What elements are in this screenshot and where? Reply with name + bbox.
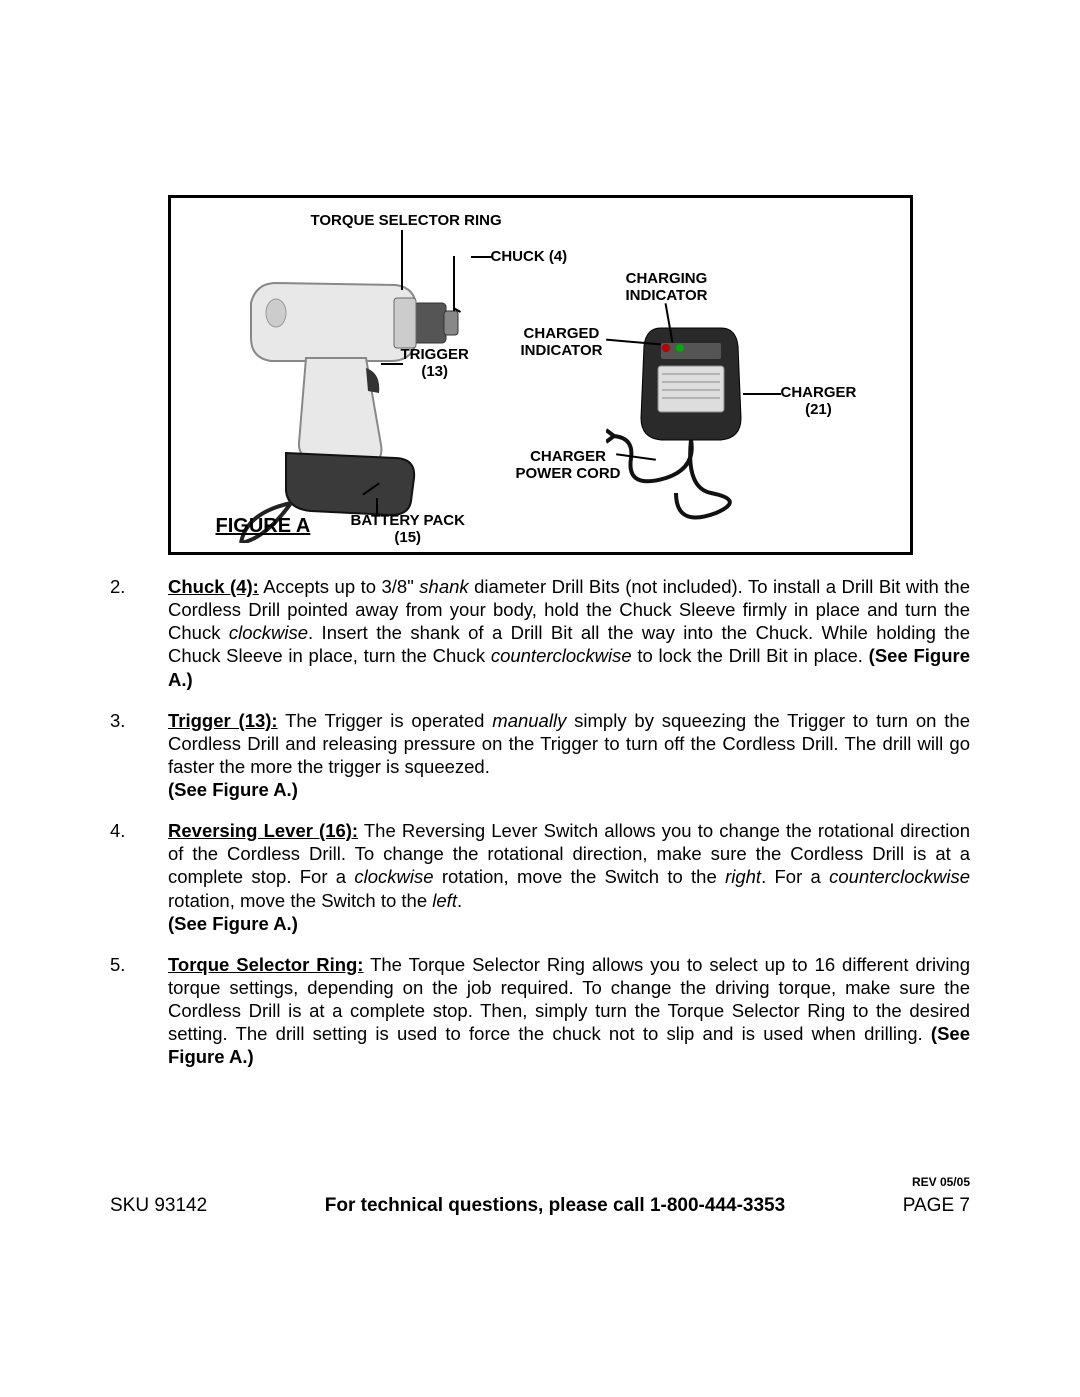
t: shank <box>419 576 468 597</box>
label-text: INDICATOR <box>626 287 708 304</box>
item-body: Torque Selector Ring: The Torque Selecto… <box>168 953 970 1069</box>
drill-illustration <box>216 253 476 543</box>
label-charging: CHARGING INDICATOR <box>626 270 708 305</box>
t: counterclockwise <box>829 866 970 887</box>
label-text: BATTERY PACK <box>351 512 465 529</box>
item-number: 4. <box>110 819 168 935</box>
t: clockwise <box>354 866 433 887</box>
label-text: CHARGER <box>781 384 857 401</box>
label-cord: CHARGER POWER CORD <box>516 448 621 483</box>
label-text: (21) <box>805 401 832 418</box>
label-text: CHARGED <box>524 325 600 342</box>
manual-page: TORQUE SELECTOR RING CHUCK (4) TRIGGER (… <box>110 195 970 1086</box>
label-torque: TORQUE SELECTOR RING <box>311 212 502 229</box>
page-number: PAGE 7 <box>903 1195 970 1217</box>
label-text: TRIGGER <box>401 346 469 363</box>
label-text: POWER CORD <box>516 465 621 482</box>
t: rotation, move the Switch to the <box>168 890 432 911</box>
leader-line <box>471 256 493 258</box>
t: Reversing Lever (16): <box>168 820 358 841</box>
revision-label: REV 05/05 <box>110 1175 970 1189</box>
instruction-item: 2. Chuck (4): Accepts up to 3/8" shank d… <box>110 575 970 691</box>
t: Trigger (13): <box>168 710 278 731</box>
leader-line <box>376 498 378 514</box>
t: manually <box>492 710 566 731</box>
t: . <box>457 890 462 911</box>
t: The Trigger is operated <box>278 710 493 731</box>
label-text: CHARGER <box>530 448 606 465</box>
label-battery: BATTERY PACK (15) <box>351 512 465 547</box>
sku-label: SKU 93142 <box>110 1195 207 1217</box>
item-number: 3. <box>110 709 168 802</box>
t: . For a <box>761 866 829 887</box>
item-number: 5. <box>110 953 168 1069</box>
t: left <box>432 890 457 911</box>
label-chuck: CHUCK (4) <box>491 248 568 265</box>
label-text: (15) <box>394 529 421 546</box>
t: Chuck (4): <box>168 576 259 597</box>
t: counterclockwise <box>491 645 632 666</box>
t: right <box>725 866 761 887</box>
t: (See Figure A.) <box>168 913 298 934</box>
footer-line: SKU 93142 For technical questions, pleas… <box>110 1195 970 1217</box>
label-text: (13) <box>421 363 448 380</box>
figure-title: FIGURE A <box>216 515 311 538</box>
t: to lock the Drill Bit in place. <box>632 645 869 666</box>
instruction-item: 5. Torque Selector Ring: The Torque Sele… <box>110 953 970 1069</box>
item-body: Chuck (4): Accepts up to 3/8" shank diam… <box>168 575 970 691</box>
label-charger: CHARGER (21) <box>781 384 857 419</box>
label-text: INDICATOR <box>521 342 603 359</box>
label-charged: CHARGED INDICATOR <box>521 325 603 360</box>
label-trigger: TRIGGER (13) <box>401 346 469 381</box>
label-text: CHARGING <box>626 270 708 287</box>
t: Accepts up to 3/8" <box>259 576 419 597</box>
page-footer: REV 05/05 SKU 93142 For technical questi… <box>110 1175 970 1217</box>
item-body: Trigger (13): The Trigger is operated ma… <box>168 709 970 802</box>
leader-line <box>743 393 781 395</box>
charger-illustration <box>606 318 776 528</box>
leader-line <box>453 256 455 311</box>
instruction-item: 4. Reversing Lever (16): The Reversing L… <box>110 819 970 935</box>
instruction-item: 3. Trigger (13): The Trigger is operated… <box>110 709 970 802</box>
instruction-list: 2. Chuck (4): Accepts up to 3/8" shank d… <box>110 575 970 1068</box>
item-number: 2. <box>110 575 168 691</box>
t: rotation, move the Switch to the <box>434 866 726 887</box>
t: Torque Selector Ring: <box>168 954 363 975</box>
support-phone: For technical questions, please call 1-8… <box>325 1195 785 1217</box>
figure-a-box: TORQUE SELECTOR RING CHUCK (4) TRIGGER (… <box>168 195 913 555</box>
leader-line <box>381 363 403 365</box>
t: clockwise <box>229 622 308 643</box>
t: (See Figure A.) <box>168 779 298 800</box>
item-body: Reversing Lever (16): The Reversing Leve… <box>168 819 970 935</box>
leader-line <box>401 230 403 290</box>
